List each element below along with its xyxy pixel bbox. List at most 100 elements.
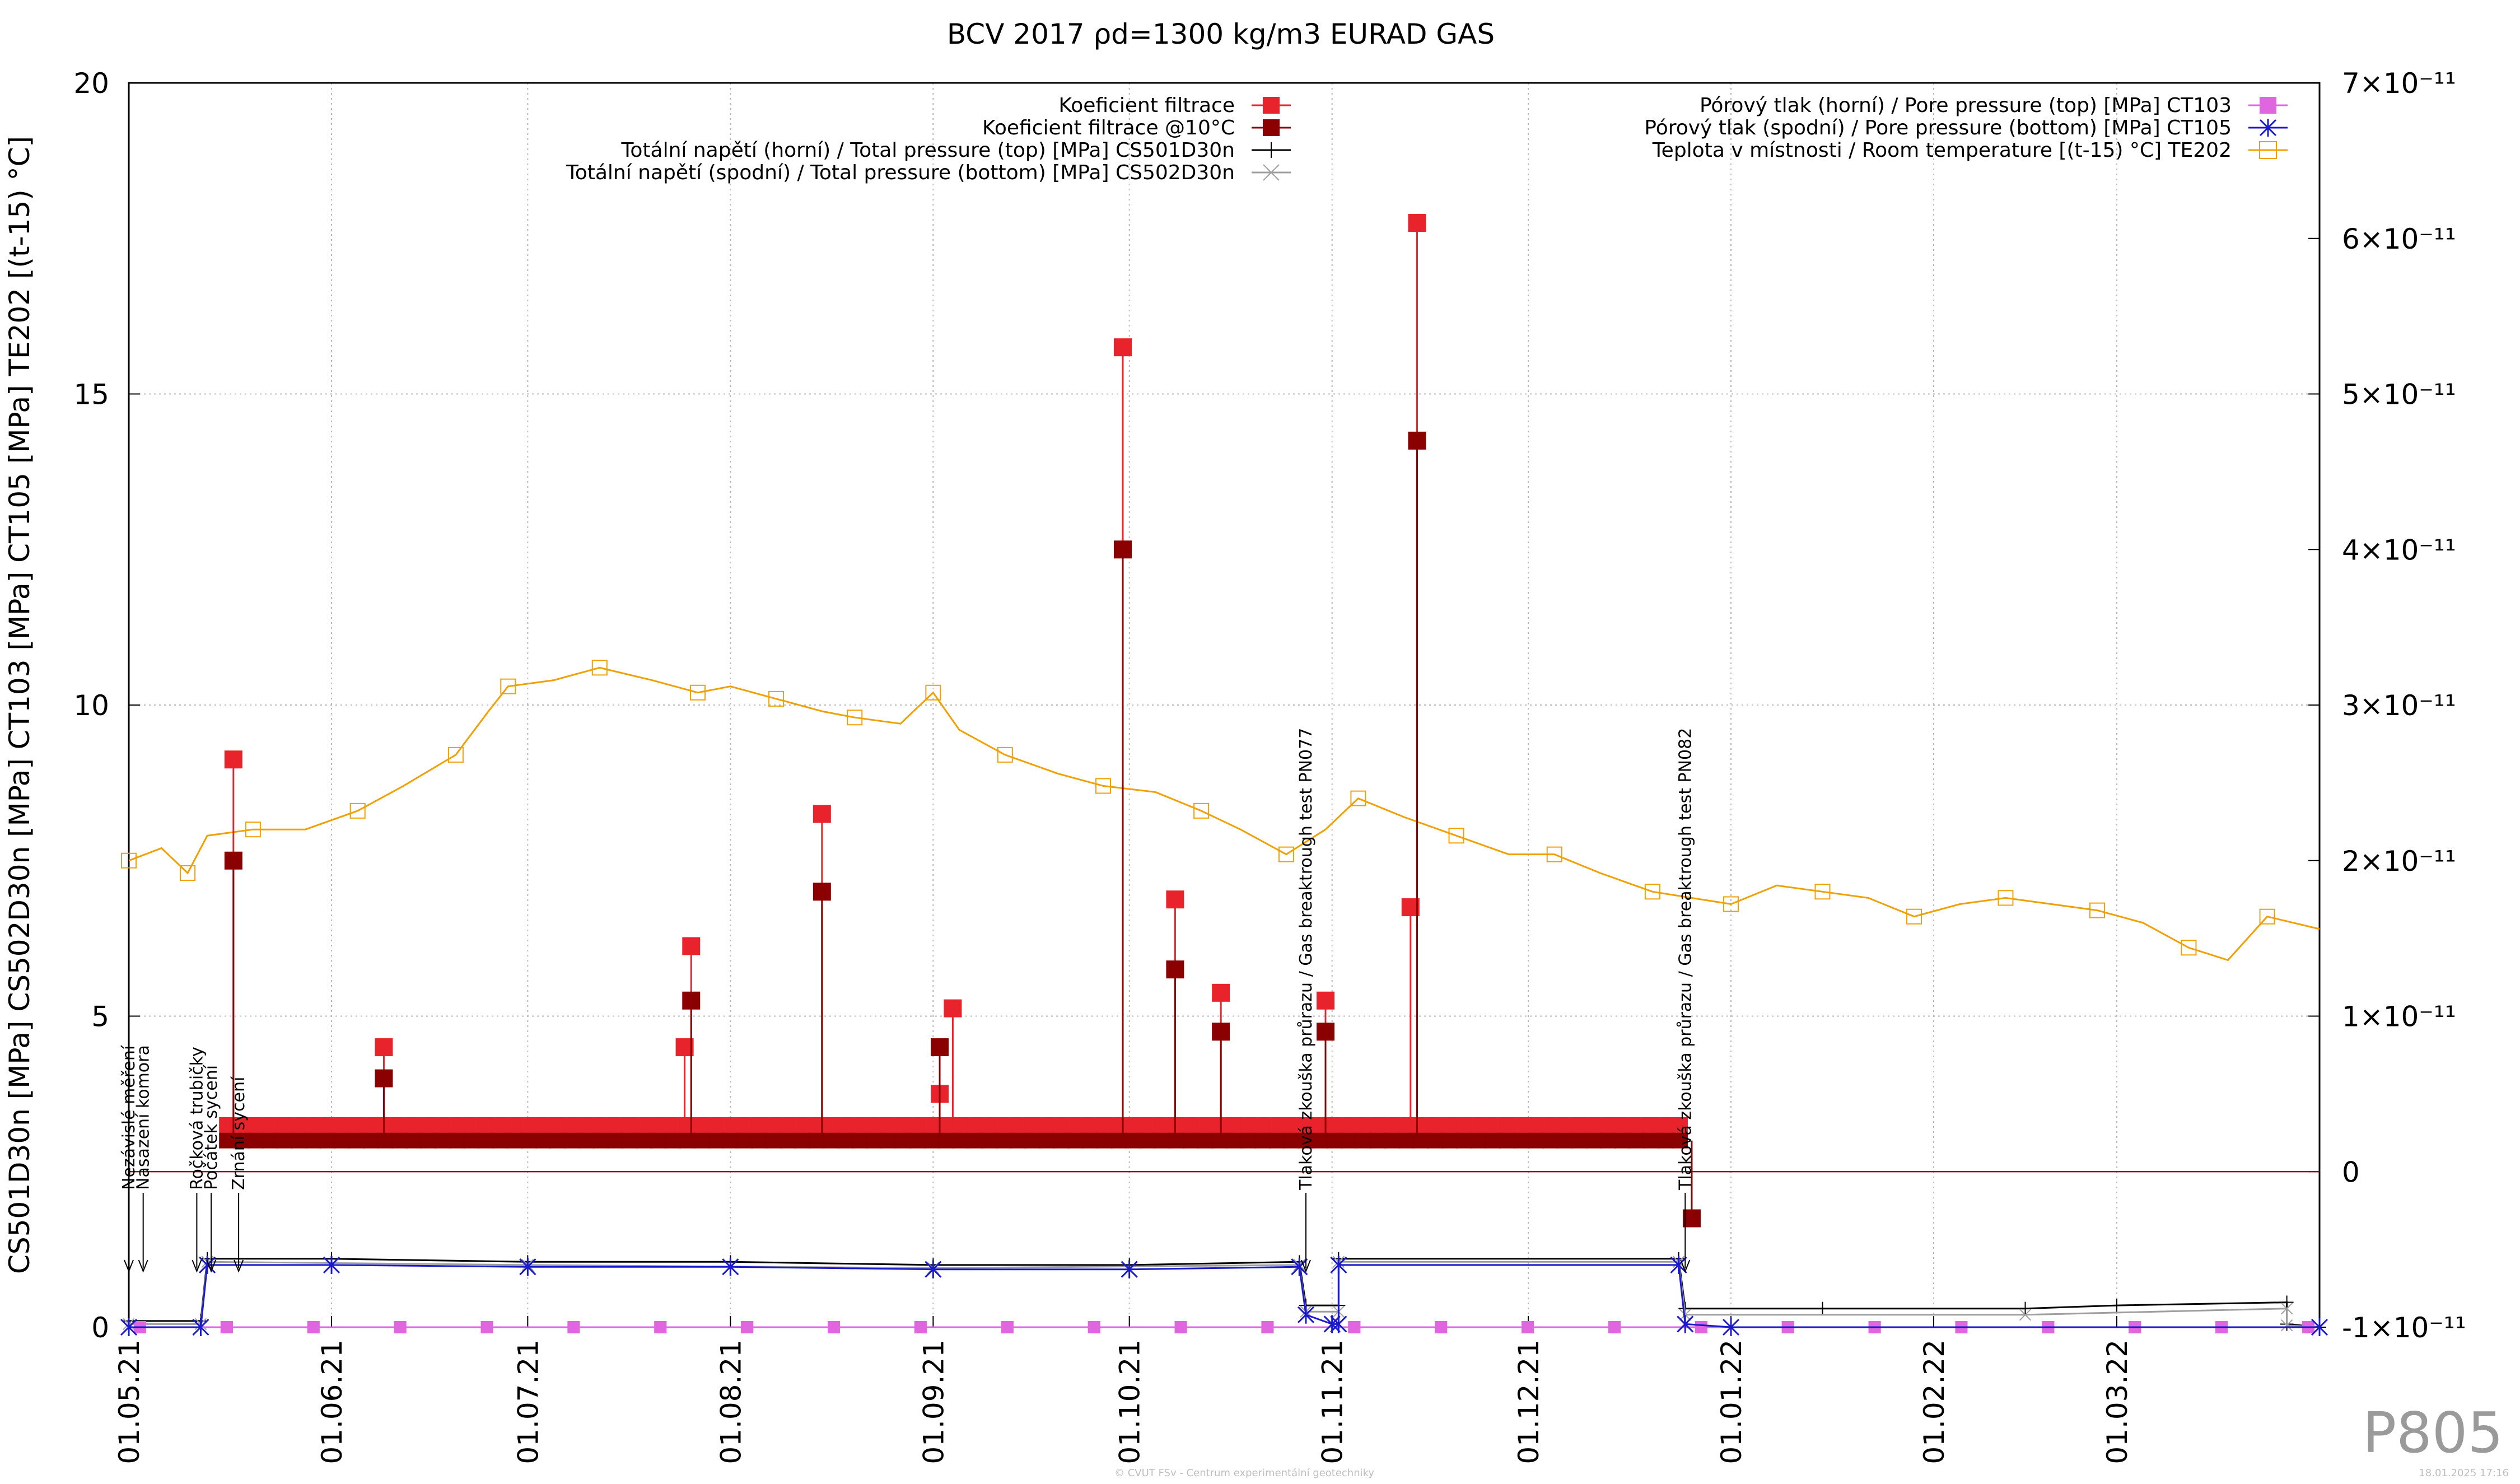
footer-timestamp: 18.01.2025 17:16 <box>2419 1467 2509 1479</box>
annotation-label: Zrnání sycení <box>229 1076 249 1190</box>
chart-title: BCV 2017 ρd=1300 kg/m3 EURAD GAS <box>947 18 1495 50</box>
series-marker <box>1254 1132 1271 1149</box>
annotation-arrowhead <box>192 1259 202 1273</box>
series-marker <box>895 1117 911 1133</box>
series-marker <box>722 1117 739 1133</box>
series-marker <box>500 678 516 694</box>
series-marker <box>1327 1132 1343 1149</box>
series-marker <box>463 1117 479 1133</box>
series-marker <box>665 1117 681 1133</box>
series-marker <box>794 1117 810 1133</box>
series-marker <box>1614 1117 1631 1133</box>
series-marker <box>1261 1321 1274 1333</box>
series-marker <box>1125 1117 1141 1133</box>
series-marker <box>1628 1132 1645 1149</box>
series-marker <box>1212 983 1230 1002</box>
series-marker <box>1113 338 1132 357</box>
series-marker <box>220 1321 233 1333</box>
series-marker <box>1408 213 1426 232</box>
series-marker <box>1557 1117 1573 1133</box>
series-marker <box>1183 1132 1199 1149</box>
series-marker <box>1010 1117 1026 1133</box>
series-marker <box>199 1256 216 1274</box>
series-marker <box>564 1132 580 1149</box>
series-marker <box>349 802 366 819</box>
series-marker <box>2110 1299 2124 1313</box>
series-marker <box>967 1117 983 1133</box>
series-layer <box>120 213 2328 1336</box>
series-marker <box>1317 991 1335 1010</box>
annotation-arrowhead <box>1301 1259 1311 1273</box>
series-marker <box>1350 790 1366 806</box>
x-tick-label: 01.09.21 <box>917 1340 950 1464</box>
series-marker <box>521 1117 537 1133</box>
series-marker <box>591 660 608 676</box>
series-marker <box>1370 1132 1386 1149</box>
series-marker <box>737 1132 753 1149</box>
series-marker <box>1211 1117 1228 1133</box>
series-marker <box>622 1117 638 1133</box>
series-marker <box>1677 1315 1694 1333</box>
series-marker <box>1485 1117 1501 1133</box>
series-marker <box>682 991 701 1010</box>
series-marker <box>248 1132 264 1149</box>
series-marker <box>1413 1117 1429 1133</box>
y-tick-label: 15 <box>73 379 109 411</box>
series-marker <box>650 1132 666 1149</box>
series-marker <box>813 883 831 901</box>
series-marker <box>2280 1295 2294 1309</box>
series-marker <box>1398 1132 1415 1149</box>
legend-label: Pórový tlak (horní) / Pore pressure (top… <box>1700 94 2232 117</box>
series-marker <box>1082 1117 1098 1133</box>
series-marker <box>1341 1117 1357 1133</box>
series-marker <box>1010 1132 1026 1149</box>
series-marker <box>391 1117 408 1133</box>
series-marker <box>766 1132 782 1149</box>
series-marker <box>1670 1256 1687 1274</box>
series-marker <box>1110 1117 1127 1133</box>
x-tick-label: 01.11.21 <box>1317 1340 1349 1464</box>
series-marker <box>737 1117 753 1133</box>
series-marker <box>1039 1132 1055 1149</box>
series-marker <box>1722 1318 1740 1336</box>
series-marker <box>1571 1132 1588 1149</box>
series-marker <box>1384 1117 1401 1133</box>
series-marker <box>953 1117 969 1133</box>
series-marker <box>607 1117 623 1133</box>
series-marker <box>420 1132 436 1149</box>
series-marker <box>1197 1132 1214 1149</box>
series-marker <box>693 1132 710 1149</box>
series-marker <box>1628 1117 1645 1133</box>
series-marker <box>1330 1315 1347 1333</box>
series-marker <box>1542 1132 1558 1149</box>
series-marker <box>1226 1132 1242 1149</box>
series-marker <box>794 1132 810 1149</box>
series-marker <box>1154 1132 1170 1149</box>
series-marker <box>636 1132 652 1149</box>
series-marker <box>1278 846 1294 862</box>
series-marker <box>925 1260 942 1278</box>
series-marker <box>1514 1117 1530 1133</box>
series-marker <box>262 1132 278 1149</box>
series-marker <box>1816 1301 1830 1315</box>
annotation-label: Tlaková zkouška průrazu / Gas breaktroug… <box>1676 728 1695 1191</box>
series-marker <box>2018 1301 2032 1315</box>
series-marker <box>375 1038 393 1057</box>
series-marker <box>1113 540 1132 559</box>
legend-marker <box>2259 119 2277 137</box>
series-marker <box>708 1117 724 1133</box>
series-marker <box>1456 1132 1472 1149</box>
series-marker <box>578 1132 595 1149</box>
series-marker <box>305 1132 321 1149</box>
series-marker <box>463 1132 479 1149</box>
series-line <box>129 1264 2320 1328</box>
series-marker <box>391 1132 408 1149</box>
series-marker <box>567 1321 580 1333</box>
x-tick-label: 01.07.21 <box>512 1340 544 1464</box>
series-marker <box>420 1117 436 1133</box>
annotation-arrowhead <box>206 1259 217 1273</box>
series-marker <box>1297 1305 1315 1324</box>
series-marker <box>1499 1132 1515 1149</box>
series-marker <box>406 1132 422 1149</box>
legend-label: Koeficient filtrace @10°C <box>982 116 1235 139</box>
